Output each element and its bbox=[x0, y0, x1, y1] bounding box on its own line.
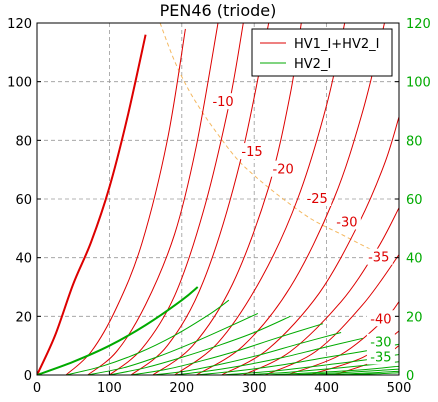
curve-label-background bbox=[238, 143, 267, 160]
legend: HV1_I+HV2_I HV2_I bbox=[251, 28, 393, 77]
total-current-curve bbox=[196, 23, 385, 375]
total-current-curve bbox=[174, 23, 346, 375]
y-tick-label: 120 bbox=[7, 17, 32, 32]
screen-current-curve bbox=[152, 332, 342, 375]
curve-label-background bbox=[366, 310, 395, 327]
total-current-curve bbox=[243, 207, 399, 375]
curve-label: -40 bbox=[370, 312, 391, 327]
curve-group bbox=[37, 23, 399, 375]
x-tick-label: 500 bbox=[387, 381, 412, 396]
total-current-curve bbox=[37, 34, 147, 375]
max-dissipation-curve bbox=[159, 23, 392, 259]
total-current-curve bbox=[87, 23, 219, 375]
curve-label-background bbox=[366, 333, 395, 350]
x-tick-label: 0 bbox=[33, 381, 41, 396]
curve-label-background bbox=[269, 160, 298, 177]
curve-label-background bbox=[366, 348, 395, 365]
right-y-tick-label: 100 bbox=[406, 76, 431, 91]
y-tick-label: 80 bbox=[15, 134, 32, 149]
legend-box bbox=[251, 28, 393, 77]
total-current-curve bbox=[221, 116, 399, 375]
legend-label: HV2_I bbox=[294, 57, 331, 72]
screen-current-curve bbox=[131, 323, 324, 375]
curve-labels: -10-15-20-25-30-35-40-30-35 bbox=[209, 93, 395, 365]
curve-label: -25 bbox=[307, 192, 328, 207]
screen-current-curve bbox=[109, 315, 291, 375]
screen-current-curve bbox=[65, 299, 230, 375]
y-tick-label: 100 bbox=[7, 76, 32, 91]
right-y-tick-label: 120 bbox=[406, 17, 431, 32]
total-current-curve bbox=[152, 23, 302, 375]
right-y-tick-label: 80 bbox=[406, 134, 423, 149]
curve-label-background bbox=[364, 248, 393, 265]
x-tick-label: 200 bbox=[169, 381, 194, 396]
right-y-tick-label: 0 bbox=[406, 369, 414, 384]
right-y-tick-label: 20 bbox=[406, 310, 423, 325]
axes: 0 100 200 300 400 500020406080100120020406080… bbox=[7, 17, 431, 396]
screen-current-curve bbox=[37, 286, 199, 375]
total-current-curve bbox=[109, 23, 244, 375]
curve-label-background bbox=[303, 190, 332, 206]
x-tick-label: 100 bbox=[97, 381, 122, 396]
curve-label: -30 bbox=[370, 336, 391, 351]
curve-label: -20 bbox=[273, 163, 294, 178]
x-tick-label: 300 bbox=[242, 381, 267, 396]
y-tick-label: 0 bbox=[24, 369, 32, 384]
y-tick-label: 60 bbox=[15, 193, 32, 208]
y-tick-label: 20 bbox=[15, 310, 32, 325]
curve-label: -10 bbox=[212, 95, 233, 110]
total-current-curve bbox=[130, 23, 270, 375]
total-current-curve bbox=[264, 254, 399, 375]
screen-current-curve bbox=[265, 365, 399, 375]
curve-label: -15 bbox=[241, 145, 262, 160]
curve-label-background bbox=[209, 93, 238, 110]
legend-label: HV1_I+HV2_I bbox=[294, 37, 379, 52]
y-tick-label: 40 bbox=[15, 252, 32, 267]
screen-current-curve bbox=[243, 361, 399, 375]
curve-label: -35 bbox=[370, 350, 391, 365]
screen-current-curve bbox=[87, 312, 259, 375]
right-y-tick-label: 60 bbox=[406, 193, 423, 208]
curve-label: -30 bbox=[336, 215, 357, 230]
x-tick-label: 400 bbox=[314, 381, 339, 396]
chart-title: PEN46 (triode) bbox=[160, 1, 277, 20]
right-y-tick-label: 40 bbox=[406, 252, 423, 267]
curve-label-background bbox=[332, 213, 361, 230]
curve-label: -35 bbox=[368, 251, 389, 266]
total-current-curve bbox=[65, 28, 186, 375]
curves bbox=[37, 23, 399, 375]
screen-current-curve bbox=[174, 337, 363, 375]
